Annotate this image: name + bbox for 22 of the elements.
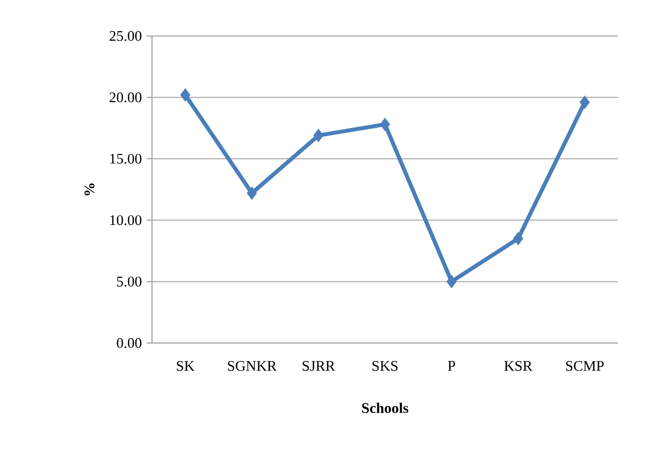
x-tick-label: SCMP <box>566 361 604 371</box>
x-tick-label: SKS <box>372 361 398 371</box>
x-tick-label: P <box>448 361 456 371</box>
y-tick-label: 20.00 <box>110 92 142 102</box>
y-tick-label: 10.00 <box>110 215 142 226</box>
x-tick-label: SJRR <box>302 361 336 371</box>
point <box>580 96 590 110</box>
point <box>513 232 524 246</box>
x-axis-title: Schools <box>362 402 408 414</box>
y-tick-label: 5.00 <box>117 276 142 287</box>
point <box>380 118 390 132</box>
y-tick-label: 25.00 <box>110 31 142 41</box>
x-tick-label: SGNKR <box>228 361 277 371</box>
point <box>180 88 190 102</box>
x-tick-label: SK <box>176 361 195 371</box>
y-tick-label: 0.00 <box>116 338 142 348</box>
x-tick-label: KSR <box>504 361 532 371</box>
point <box>313 128 324 142</box>
y-axis-title: % <box>84 184 94 196</box>
point <box>446 274 457 288</box>
y-tick-label: 15.00 <box>110 154 142 164</box>
point <box>246 186 257 200</box>
